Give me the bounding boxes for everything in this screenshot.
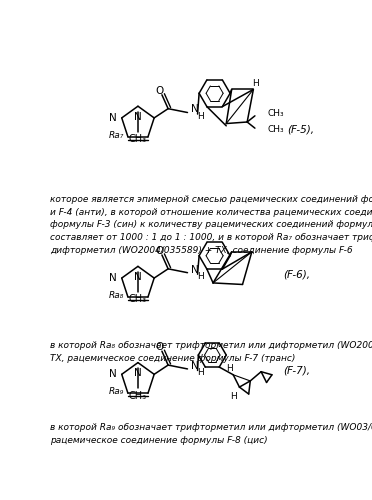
Text: N: N	[109, 273, 116, 283]
Text: N: N	[190, 264, 198, 274]
Text: N: N	[190, 361, 198, 371]
Text: CH₃: CH₃	[267, 109, 284, 118]
Text: (F-6),: (F-6),	[283, 269, 310, 279]
Text: O: O	[155, 246, 164, 256]
Text: N: N	[190, 104, 198, 115]
Text: O: O	[155, 342, 164, 352]
Text: (F-7),: (F-7),	[283, 366, 310, 376]
Text: (F-5),: (F-5),	[287, 124, 314, 134]
Text: H: H	[252, 79, 259, 88]
Text: Ra₇: Ra₇	[109, 131, 124, 140]
Text: O: O	[155, 86, 164, 96]
Text: CH₃: CH₃	[129, 390, 147, 400]
Text: N: N	[134, 368, 142, 378]
Text: Ra₈: Ra₈	[109, 291, 124, 300]
Text: N: N	[109, 113, 116, 123]
Text: которое является эпимерной смесью рацемических соединений формул F-3 (син)
и F-4: которое является эпимерной смесью рацеми…	[50, 194, 372, 255]
Text: в которой Ra₉ обозначает трифторметил или дифторметил (WO03/074491) + TX,
рацеми: в которой Ra₉ обозначает трифторметил ил…	[50, 424, 372, 446]
Text: N: N	[134, 112, 142, 122]
Text: H: H	[226, 364, 233, 373]
Text: CH₃: CH₃	[129, 294, 147, 304]
Text: CH₃: CH₃	[267, 125, 284, 134]
Text: H: H	[197, 112, 203, 121]
Text: N: N	[109, 370, 116, 380]
Text: H: H	[197, 272, 203, 281]
Text: H: H	[230, 392, 237, 401]
Text: H: H	[197, 368, 203, 378]
Text: в которой Ra₈ обозначает трифторметил или дифторметил (WO2004/035589) +
TX, раце: в которой Ra₈ обозначает трифторметил ил…	[50, 341, 372, 363]
Text: Ra₉: Ra₉	[109, 387, 124, 396]
Text: CH₃: CH₃	[129, 134, 147, 144]
Text: N: N	[134, 272, 142, 282]
